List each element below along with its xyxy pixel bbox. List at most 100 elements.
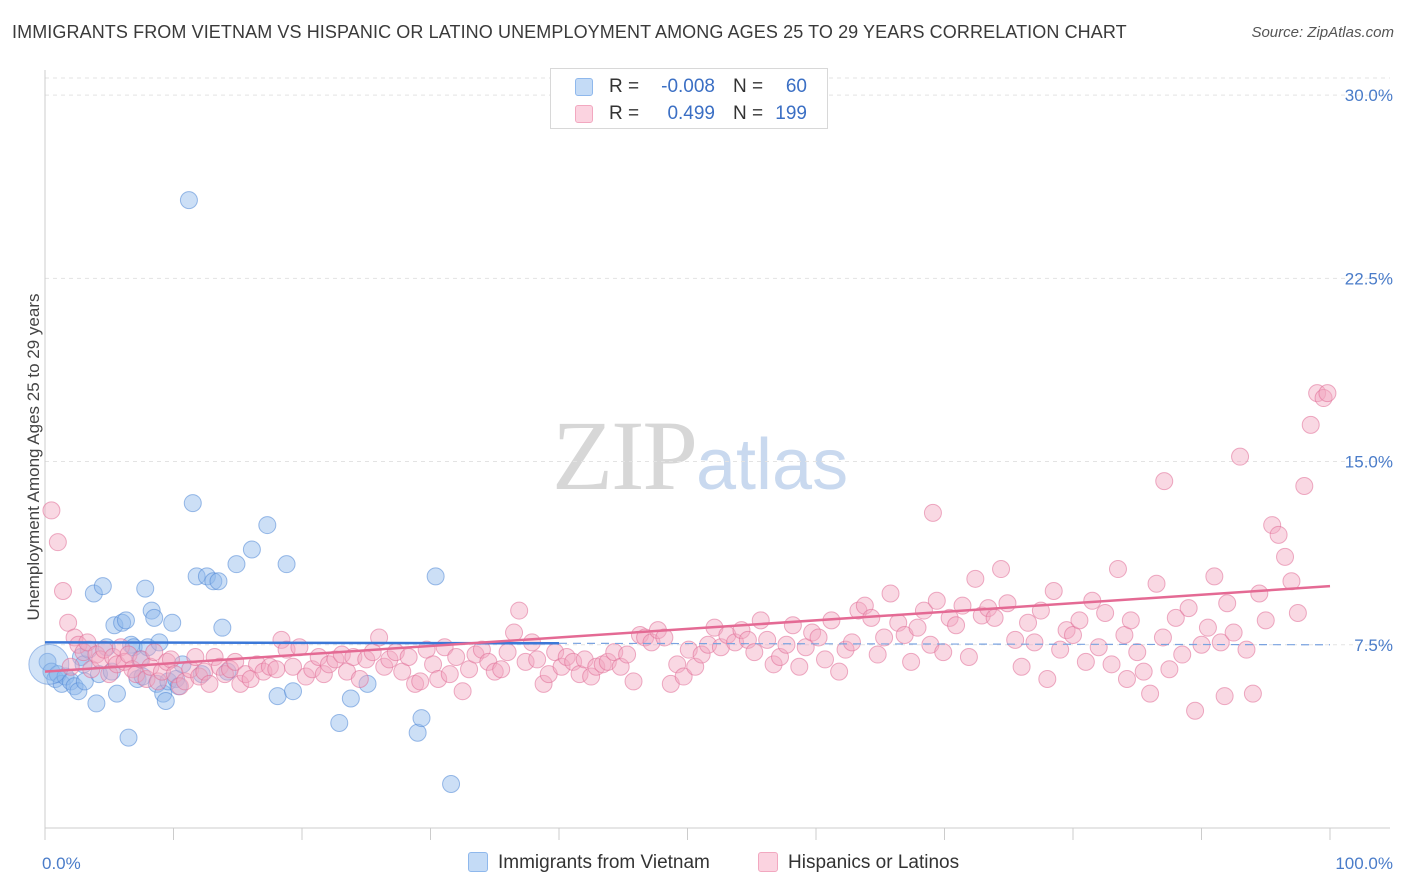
vietnam-point [156, 691, 175, 710]
hispanic-point [1211, 633, 1230, 652]
hispanic-point [1243, 684, 1262, 703]
hispanic-point [751, 611, 770, 630]
hispanic-point [141, 657, 160, 676]
hispanic-point [764, 655, 783, 674]
hispanic-point [1134, 662, 1153, 681]
hispanic-point [575, 650, 594, 669]
vietnam-point [258, 516, 277, 535]
hispanic-point [914, 601, 933, 620]
hispanic-point [370, 628, 389, 647]
hispanic-point [1076, 652, 1095, 671]
hispanic-point [1141, 684, 1160, 703]
hispanic-point [881, 584, 900, 603]
hispanic-point [1038, 669, 1057, 688]
hispanic-trend-line [44, 584, 1331, 673]
hispanic-point [959, 647, 978, 666]
hispanic-point [1288, 604, 1307, 623]
hispanic-point [1160, 660, 1179, 679]
legend-n-label: N = [733, 76, 764, 97]
vietnam-point [142, 601, 161, 620]
vietnam-point [119, 728, 138, 747]
legend-swatch-hispanic [575, 105, 593, 123]
legend-row-vietnam: R = -0.008 N = 60 [551, 74, 827, 100]
hispanic-point [1198, 618, 1217, 637]
hispanic-point [927, 591, 946, 610]
hispanic-point [1012, 657, 1031, 676]
hispanic-point [534, 674, 553, 693]
chart-title: IMMIGRANTS FROM VIETNAM VS HISPANIC OR L… [12, 22, 1127, 42]
hispanic-point [190, 667, 209, 686]
legend-r-label: R = [609, 76, 640, 97]
vietnam-point [107, 684, 126, 703]
hispanic-point [267, 660, 286, 679]
vietnam-point [187, 567, 206, 586]
vietnam-point [284, 682, 303, 701]
hispanic-point [1237, 640, 1256, 659]
hispanic-point [350, 669, 369, 688]
bottom-legend-vietnam: Immigrants from Vietnam [468, 852, 710, 874]
bottom-legend-hispanic: Hispanics or Latinos [758, 852, 959, 874]
hispanic-point [314, 665, 333, 684]
hispanic-point [332, 645, 351, 664]
hispanic-point [149, 672, 168, 691]
hispanic-point [1173, 645, 1192, 664]
vietnam-point [93, 577, 112, 596]
hispanic-point [582, 667, 601, 686]
hispanic-point [1108, 560, 1127, 579]
hispanic-point [1186, 701, 1205, 720]
vietnam-point [87, 694, 106, 713]
vietnam-point [442, 775, 461, 794]
hispanic-point [406, 674, 425, 693]
hispanic-point [1128, 643, 1147, 662]
hispanic-point [790, 657, 809, 676]
source-label: Source: ZipAtlas.com [1251, 24, 1394, 41]
hispanic-point [272, 630, 291, 649]
hispanic-point [830, 662, 849, 681]
hispanic-point [1147, 574, 1166, 593]
hispanic-point [1019, 613, 1038, 632]
legend-swatch-vietnam [575, 78, 593, 96]
watermark: ZIPatlas [552, 398, 848, 513]
legend-n-value: 199 [775, 103, 807, 124]
hispanic-point [453, 682, 472, 701]
hispanic-point [1231, 447, 1250, 466]
hispanic-point [1070, 611, 1089, 630]
hispanic-point [1166, 608, 1185, 627]
watermark-zip: ZIP [552, 400, 698, 511]
vietnam-point [69, 682, 88, 701]
hispanic-point [1218, 594, 1237, 613]
hispanic-point [1044, 582, 1063, 601]
hispanic-point [296, 667, 315, 686]
hispanic-point [1089, 638, 1108, 657]
legend-row-hispanic: R = 0.499 N = 199 [551, 101, 827, 127]
hispanic-point [429, 669, 448, 688]
hispanic-point [593, 655, 612, 674]
hispanic-point [947, 616, 966, 635]
hispanic-point [1153, 628, 1172, 647]
hispanic-point [42, 501, 61, 520]
hispanic-point [655, 628, 674, 647]
vietnam-point [412, 709, 431, 728]
hispanic-point [1224, 623, 1243, 642]
hispanic-point [1155, 472, 1174, 491]
bottom-legend-label-hispanic: Hispanics or Latinos [788, 852, 960, 873]
legend-r-label: R = [609, 103, 640, 124]
hispanic-point [1250, 584, 1269, 603]
hispanic-point [552, 657, 571, 676]
hispanic-point [137, 669, 156, 688]
vietnam-point [84, 584, 103, 603]
hispanic-point [510, 601, 529, 620]
bottom-legend-swatch-hispanic [758, 852, 778, 872]
hispanic-point [1269, 525, 1288, 544]
hispanic-point [1096, 604, 1115, 623]
vietnam-point [242, 540, 261, 559]
hispanic-point [215, 665, 234, 684]
hispanic-point [380, 650, 399, 669]
hispanic-point [836, 640, 855, 659]
hispanic-point [440, 665, 459, 684]
vietnam-point [426, 567, 445, 586]
hispanic-point [1301, 415, 1320, 434]
hispanic-point [1051, 640, 1070, 659]
bottom-legend-label-vietnam: Immigrants from Vietnam [498, 852, 710, 873]
